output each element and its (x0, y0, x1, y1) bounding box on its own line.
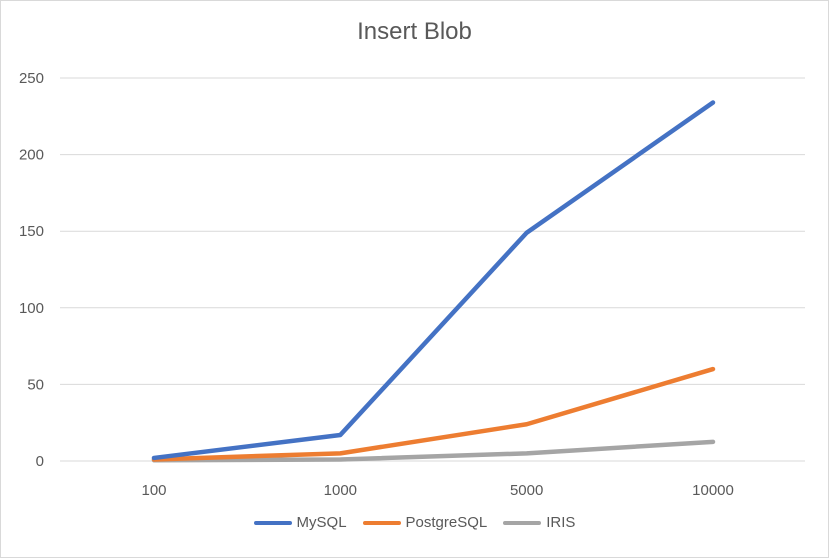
x-tick-label: 10000 (692, 482, 734, 499)
series-line-mysql (151, 100, 716, 461)
series-line-postgresql (151, 366, 716, 462)
chart-legend: MySQL PostgreSQL IRIS (0, 514, 829, 531)
legend-label: MySQL (296, 514, 347, 531)
legend-swatch (362, 520, 401, 525)
y-tick-label: 0 (36, 453, 44, 470)
legend-swatch (503, 520, 542, 525)
legend-item-iris: IRIS (503, 514, 575, 531)
legend-item-postgresql: PostgreSQL (362, 514, 488, 531)
x-tick-label: 1000 (324, 482, 357, 499)
legend-swatch (253, 520, 292, 525)
y-tick-label: 100 (19, 300, 44, 317)
series-line-iris (151, 439, 716, 463)
legend-label: PostgreSQL (405, 514, 488, 531)
y-tick-label: 250 (19, 70, 44, 87)
y-tick-label: 150 (19, 223, 44, 240)
chart-title: Insert Blob (357, 18, 472, 45)
x-tick-label: 5000 (510, 482, 543, 499)
x-tick-label: 100 (141, 482, 166, 499)
y-tick-label: 50 (27, 376, 44, 393)
legend-item-mysql: MySQL (253, 514, 347, 531)
y-tick-label: 200 (19, 147, 44, 164)
legend-label: IRIS (546, 514, 576, 531)
